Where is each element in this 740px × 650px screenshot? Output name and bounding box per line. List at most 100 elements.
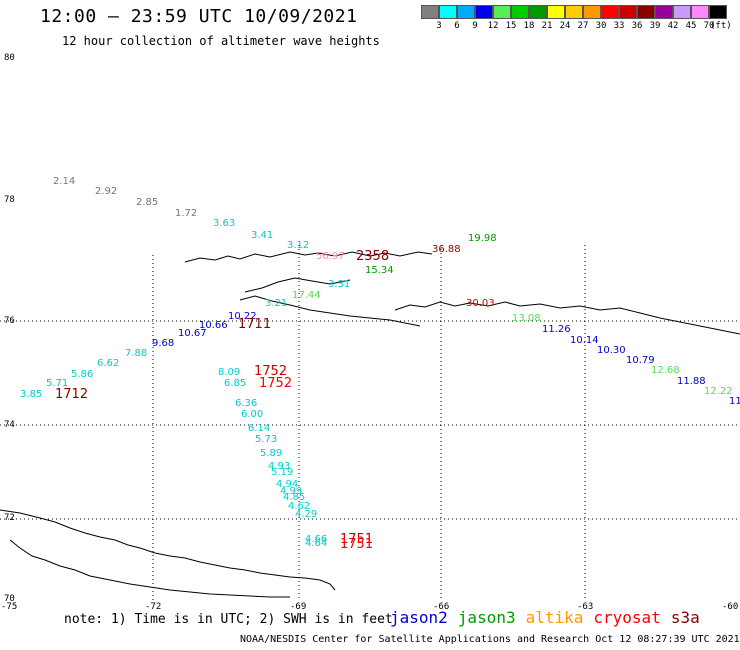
coastline-greenland-north (184, 251, 740, 335)
wave-height-value: 12.22 (704, 386, 733, 397)
latitude-labels: 80 78 76 74 72 70 (4, 53, 15, 604)
wave-height-value: 9.68 (152, 338, 174, 349)
legend-swatch (529, 5, 547, 19)
wave-height-value: 2.92 (95, 186, 117, 197)
longitude-label: -69 (290, 602, 306, 612)
latitude-label: 76 (4, 316, 15, 326)
legend-swatch (547, 5, 565, 19)
wave-height-value: 4.85 (283, 492, 305, 503)
legend-swatches (421, 5, 727, 19)
legend-swatch (511, 5, 529, 19)
pass-time-label: 2358 (356, 249, 389, 264)
legend-swatch (619, 5, 637, 19)
latitude-label: 78 (4, 195, 15, 205)
wave-height-value: 10.66 (199, 320, 228, 331)
legend-label: 12 (487, 21, 499, 31)
legend-swatch (421, 5, 439, 19)
legend-label: 36 (631, 21, 643, 31)
wave-height-value: 6.00 (241, 409, 263, 420)
wave-height-value: 7.88 (125, 348, 147, 359)
longitude-label: -75 (1, 602, 17, 612)
legend-label: 9 (472, 21, 478, 31)
wave-height-value: 4.29 (295, 509, 317, 520)
wave-height-value: 10.14 (570, 335, 599, 346)
latitude-label: 70 (4, 594, 15, 604)
wave-height-value: 2.14 (53, 176, 75, 187)
legend-label: 30 (595, 21, 607, 31)
legend-swatch (709, 5, 727, 19)
footnote: note: 1) Time is in UTC; 2) SWH is in fe… (64, 612, 393, 627)
mission-name: s3a (670, 608, 700, 627)
wave-height-value: 6.62 (97, 358, 119, 369)
legend-label: 27 (577, 21, 589, 31)
wave-height-value: 3.21 (265, 298, 287, 309)
wave-height-value: 3.12 (287, 240, 309, 251)
legend-unit: (ft) (710, 21, 732, 31)
longitude-label: -72 (145, 602, 161, 612)
legend-label: 33 (613, 21, 625, 31)
wave-height-value: 15.34 (365, 265, 394, 276)
wave-height-value: 10.22 (228, 311, 257, 322)
legend-labels: (ft) 3 6 9 12 15 18 21 24 27 30 33 36 39 42 45 70 (421, 19, 731, 33)
latitude-label: 72 (4, 513, 15, 523)
wave-height-value: 4.64 (305, 538, 327, 549)
wave-height-value: 6.14 (248, 423, 270, 434)
legend-swatch (691, 5, 709, 19)
wave-height-value: 5.73 (255, 434, 277, 445)
legend-label: 18 (523, 21, 535, 31)
map-subtitle: 12 hour collection of altimeter wave hei… (62, 34, 380, 48)
legend-swatch (457, 5, 475, 19)
legend-label: 39 (649, 21, 661, 31)
wave-height-value: 4.93 (268, 461, 290, 472)
mission-legend: jason2 jason3 altika cryosat s3a (390, 608, 710, 627)
wave-height-value: 4.99 (280, 486, 302, 497)
mission-name: jason2 (390, 608, 448, 627)
wave-height-value: 5.86 (71, 369, 93, 380)
legend-swatch (565, 5, 583, 19)
legend-swatch (673, 5, 691, 19)
longitude-label: -63 (577, 602, 593, 612)
pass-time-label: 1752 (254, 364, 287, 379)
wave-height-value: 6.36 (235, 398, 257, 409)
pass-time-label: 1751 (340, 537, 373, 552)
legend-label: 45 (685, 21, 697, 31)
legend-swatch (493, 5, 511, 19)
legend-label: 42 (667, 21, 679, 31)
wave-height-value: 56.97 (316, 251, 345, 262)
pass-time-label: 1711 (238, 317, 271, 332)
wave-height-value: 3.85 (20, 389, 42, 400)
wave-height-value: 11.88 (677, 376, 706, 387)
wave-height-value: 1.72 (175, 208, 197, 219)
latitude-label: 74 (4, 420, 15, 430)
map-title: 12:00 – 23:59 UTC 10/09/2021 (40, 6, 358, 27)
wave-height-value: 11.26 (542, 324, 571, 335)
wave-height-value: 19.98 (468, 233, 497, 244)
credit-line: NOAA/NESDIS Center for Satellite Applica… (240, 634, 740, 645)
longitude-labels: -75 -72 -69 -66 -63 -60 (1, 602, 738, 612)
longitude-label: -66 (433, 602, 449, 612)
longitude-label: -60 (722, 602, 738, 612)
wave-height-value: 4.62 (288, 501, 310, 512)
coastline (0, 251, 740, 598)
pass-time-label: 1712 (55, 387, 88, 402)
wave-height-value: 10.30 (597, 345, 626, 356)
legend-label: 24 (559, 21, 571, 31)
legend-label: 6 (454, 21, 460, 31)
pass-time-label: 1751 (340, 532, 373, 547)
wave-height-value: 4.66 (305, 534, 327, 545)
grid-lines (0, 245, 740, 600)
wave-height-value: 12.68 (651, 365, 680, 376)
legend-label: 21 (541, 21, 553, 31)
wave-height-value: 3.41 (251, 230, 273, 241)
legend-swatch (637, 5, 655, 19)
coastline-baffin (0, 509, 336, 598)
wave-height-value: 3.31 (328, 279, 350, 290)
wave-height-value: 11 (729, 396, 740, 407)
wave-height-value: 10.67 (178, 328, 207, 339)
wave-height-value: 36.88 (432, 244, 461, 255)
legend-label: 15 (505, 21, 517, 31)
wave-height-value: 3.63 (213, 218, 235, 229)
wave-height-value: 30.03 (466, 298, 495, 309)
